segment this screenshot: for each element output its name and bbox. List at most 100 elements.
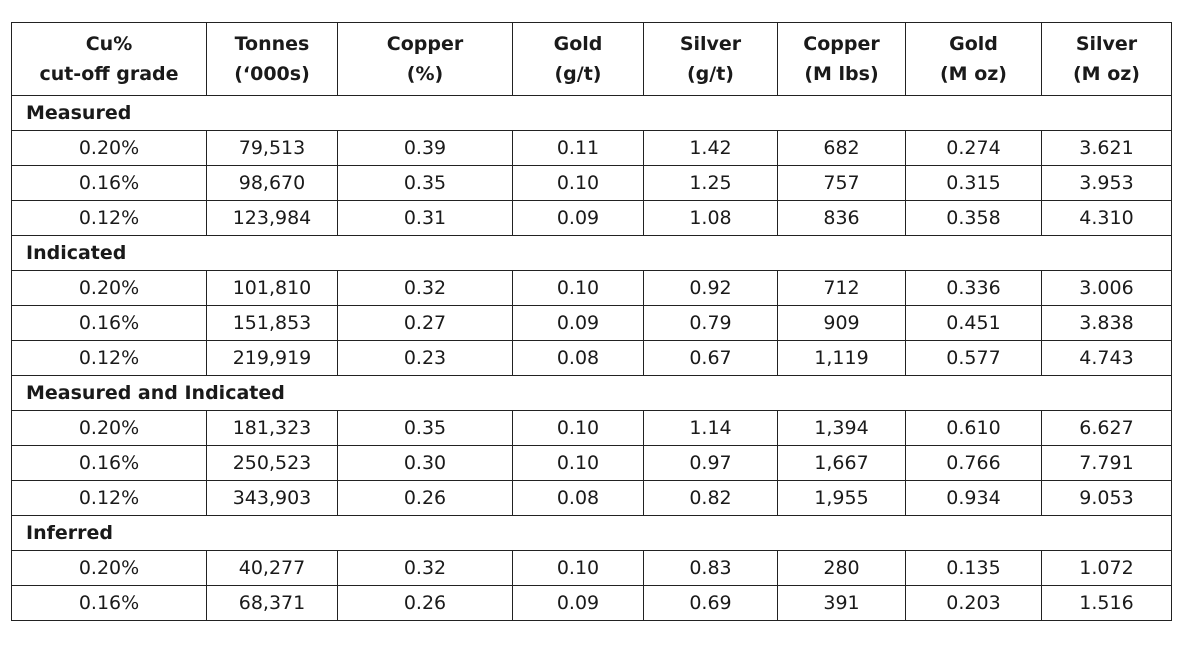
- table-cell: 0.31: [337, 200, 513, 236]
- table-cell: 0.16%: [11, 305, 207, 341]
- table-cell: 0.16%: [11, 165, 207, 201]
- section-row: Inferred: [11, 515, 1172, 551]
- table-cell: 712: [777, 270, 906, 306]
- table-cell: 0.09: [512, 200, 644, 236]
- table-cell: 3.953: [1041, 165, 1172, 201]
- column-header: Silver (g/t): [643, 22, 778, 96]
- table-cell: 0.10: [512, 270, 644, 306]
- column-header: Tonnes (‘000s): [206, 22, 338, 96]
- table-cell: 0.451: [905, 305, 1042, 341]
- table-cell: 0.20%: [11, 270, 207, 306]
- table-row: 0.20% 40,277 0.32 0.10 0.83 280 0.135 1.072: [11, 550, 1172, 586]
- table-cell: 0.12%: [11, 480, 207, 516]
- table-cell: 6.627: [1041, 410, 1172, 446]
- table-cell: 123,984: [206, 200, 338, 236]
- table-cell: 0.12%: [11, 200, 207, 236]
- table-cell: 0.203: [905, 585, 1042, 621]
- table-cell: 0.315: [905, 165, 1042, 201]
- table-cell: 909: [777, 305, 906, 341]
- table-cell: 1.08: [643, 200, 778, 236]
- table-row: 0.12% 343,903 0.26 0.08 0.82 1,955 0.934 9.053: [11, 480, 1172, 516]
- table-cell: 0.20%: [11, 550, 207, 586]
- table-cell: 0.39: [337, 130, 513, 166]
- column-header-line2: (%): [406, 63, 444, 85]
- column-header-line1: Tonnes: [234, 33, 310, 55]
- table-cell: 0.79: [643, 305, 778, 341]
- column-header: Gold (M oz): [905, 22, 1042, 96]
- section-row: Measured: [11, 95, 1172, 131]
- header-row: Cu% cut-off grade Tonnes (‘000s) Copper (%) Go…: [11, 22, 1172, 96]
- table-cell: 98,670: [206, 165, 338, 201]
- table-cell: 181,323: [206, 410, 338, 446]
- table-cell: 0.08: [512, 340, 644, 376]
- table-cell: 0.16%: [11, 445, 207, 481]
- column-header-line2: (g/t): [687, 63, 734, 85]
- table-cell: 0.336: [905, 270, 1042, 306]
- table-cell: 3.006: [1041, 270, 1172, 306]
- table-cell: 0.83: [643, 550, 778, 586]
- column-header-line2: (M oz): [1072, 63, 1140, 85]
- table-cell: 0.35: [337, 410, 513, 446]
- table-row: 0.12% 123,984 0.31 0.09 1.08 836 0.358 4.310: [11, 200, 1172, 236]
- column-header-line1: Gold: [553, 33, 603, 55]
- table-cell: 343,903: [206, 480, 338, 516]
- column-header: Copper (%): [337, 22, 513, 96]
- column-header-line2: (M lbs): [804, 63, 879, 85]
- table-row: 0.16% 98,670 0.35 0.10 1.25 757 0.315 3.953: [11, 165, 1172, 201]
- column-header-line2: (M oz): [939, 63, 1007, 85]
- column-header-line1: Gold: [949, 33, 998, 55]
- table-row: 0.20% 181,323 0.35 0.10 1.14 1,394 0.610 6.627: [11, 410, 1172, 446]
- table-cell: 40,277: [206, 550, 338, 586]
- table-cell: 0.610: [905, 410, 1042, 446]
- table-cell: 219,919: [206, 340, 338, 376]
- column-header-line1: Copper: [386, 33, 464, 55]
- table-cell: 0.766: [905, 445, 1042, 481]
- table-cell: 280: [777, 550, 906, 586]
- table-cell: 0.16%: [11, 585, 207, 621]
- table-cell: 3.621: [1041, 130, 1172, 166]
- table-cell: 682: [777, 130, 906, 166]
- table-cell: 0.577: [905, 340, 1042, 376]
- table-cell: 0.67: [643, 340, 778, 376]
- column-header-line1: Silver: [1075, 33, 1138, 55]
- table-cell: 68,371: [206, 585, 338, 621]
- table-cell: 1.25: [643, 165, 778, 201]
- table-cell: 0.09: [512, 305, 644, 341]
- table-cell: 79,513: [206, 130, 338, 166]
- table-cell: 836: [777, 200, 906, 236]
- table-cell: 0.30: [337, 445, 513, 481]
- table-cell: 0.11: [512, 130, 644, 166]
- table-cell: 0.26: [337, 480, 513, 516]
- column-header-line2: (g/t): [554, 63, 602, 85]
- table-row: 0.16% 151,853 0.27 0.09 0.79 909 0.451 3.838: [11, 305, 1172, 341]
- section-row: Indicated: [11, 235, 1172, 271]
- table-row: 0.20% 101,810 0.32 0.10 0.92 712 0.336 3.006: [11, 270, 1172, 306]
- table-cell: 0.10: [512, 410, 644, 446]
- table-cell: 1.42: [643, 130, 778, 166]
- table-cell: 0.10: [512, 165, 644, 201]
- table-cell: 0.20%: [11, 410, 207, 446]
- column-header-line1: Silver: [679, 33, 742, 55]
- column-header-line1: Copper: [803, 33, 880, 55]
- table-cell: 1,394: [777, 410, 906, 446]
- table-cell: 0.32: [337, 550, 513, 586]
- table-cell: 7.791: [1041, 445, 1172, 481]
- table-cell: 0.358: [905, 200, 1042, 236]
- table-cell: 0.08: [512, 480, 644, 516]
- column-header-line2: cut-off grade: [39, 63, 179, 85]
- section-title: Inferred: [11, 515, 1172, 551]
- resource-estimate-table: Cu% cut-off grade Tonnes (‘000s) Copper (%) Go…: [11, 22, 1172, 621]
- table-cell: 0.135: [905, 550, 1042, 586]
- table-cell: 4.743: [1041, 340, 1172, 376]
- table-cell: 0.274: [905, 130, 1042, 166]
- table-cell: 0.97: [643, 445, 778, 481]
- table-cell: 0.20%: [11, 130, 207, 166]
- column-header-line2: (‘000s): [234, 63, 310, 85]
- table-cell: 101,810: [206, 270, 338, 306]
- table-cell: 0.92: [643, 270, 778, 306]
- table-cell: 0.10: [512, 445, 644, 481]
- column-header: Silver (M oz): [1041, 22, 1172, 96]
- table-header: Cu% cut-off grade Tonnes (‘000s) Copper (%) Go…: [11, 22, 1172, 96]
- section-title: Measured: [11, 95, 1172, 131]
- table-cell: 757: [777, 165, 906, 201]
